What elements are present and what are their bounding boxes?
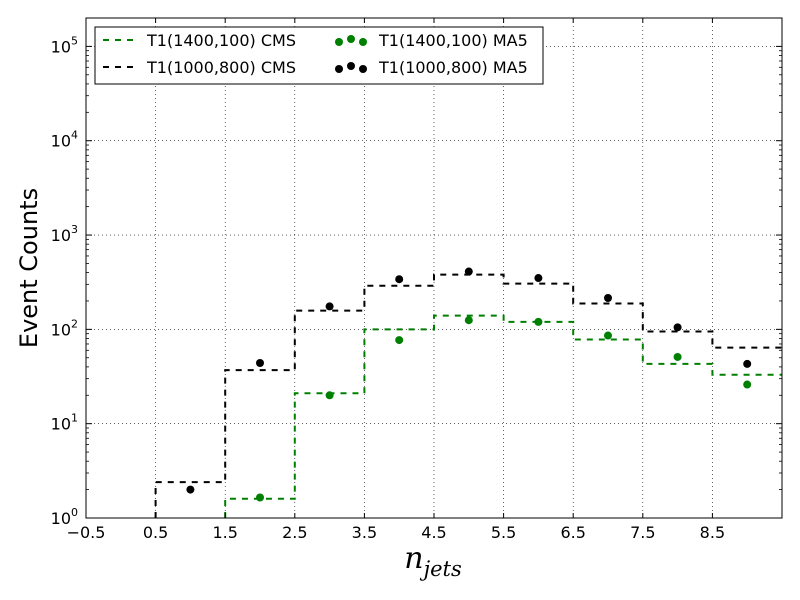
y-tick-exponent: 1 [71,412,78,425]
y-tick-exponent: 0 [71,506,78,519]
legend-marker-dot [335,65,343,73]
data-point [395,275,404,284]
data-point [395,336,404,345]
x-tick-label: 5.5 [491,523,516,542]
data-point [604,331,612,340]
y-tick-base: 10 [51,37,71,56]
plot-series [154,267,782,518]
x-ticks: −0.5 0.5 1.5 2.5 3.5 4.5 5.5 6.5 7.5 8.5 [67,18,725,542]
data-point [534,317,543,326]
data-point [743,359,752,368]
x-axis-label: njets [404,541,462,581]
y-tick-base: 10 [51,132,71,151]
legend-marker-dot [359,38,367,46]
data-point [743,380,752,389]
y-tick-label: 101 [51,412,78,434]
y-tick-label: 102 [51,317,78,339]
legend-marker-dot [335,38,343,46]
x-tick-label: 1.5 [212,523,237,542]
y-tick-exponent: 2 [71,317,78,330]
y-tick-label: 105 [51,34,78,56]
data-point [534,274,543,283]
data-point [464,316,473,325]
legend-label: T1(1400,100) MA5 [378,31,528,50]
legend-label: T1(1000,800) CMS [146,58,296,77]
data-point [325,302,334,311]
x-axis-label-subscript: jets [420,557,462,581]
data-point [604,294,612,303]
data-point [673,352,682,361]
y-tick-exponent: 5 [71,34,78,47]
y-tick-exponent: 4 [71,129,78,142]
y-tick-label: 104 [51,129,78,151]
legend-marker-dot [359,65,367,73]
y-tick-base: 10 [51,415,71,434]
x-tick-label: 8.5 [700,523,725,542]
y-axis-label: Event Counts [15,188,43,348]
y-tick-label: 103 [51,223,78,245]
legend-box [94,26,544,85]
x-tick-label: 3.5 [352,523,377,542]
x-tick-label: −0.5 [67,523,106,542]
y-tick-base: 10 [51,226,71,245]
x-tick-label: 0.5 [143,523,168,542]
data-point [256,493,264,502]
y-tick-base: 10 [51,320,71,339]
legend: T1(1400,100) CMS T1(1000,800) CMS T1(1400,… [94,26,544,85]
legend-label: T1(1000,800) MA5 [378,58,528,77]
x-tick-label: 4.5 [421,523,446,542]
data-point [256,358,264,367]
y-tick-label: 100 [51,506,78,528]
x-tick-label: 2.5 [282,523,307,542]
data-point [325,391,334,400]
legend-marker-dot [347,35,355,43]
y-tick-base: 10 [51,509,71,528]
series-step-1 [154,273,782,518]
x-tick-label: 6.5 [560,523,585,542]
legend-label: T1(1400,100) CMS [146,31,296,50]
x-axis-label-main: n [404,541,423,576]
x-tick-label: 7.5 [630,523,655,542]
data-point [673,323,682,332]
data-point [186,485,195,494]
legend-marker-dot [347,62,355,70]
y-tick-exponent: 3 [71,223,78,236]
series-step-0 [224,314,782,518]
data-point [464,267,473,276]
